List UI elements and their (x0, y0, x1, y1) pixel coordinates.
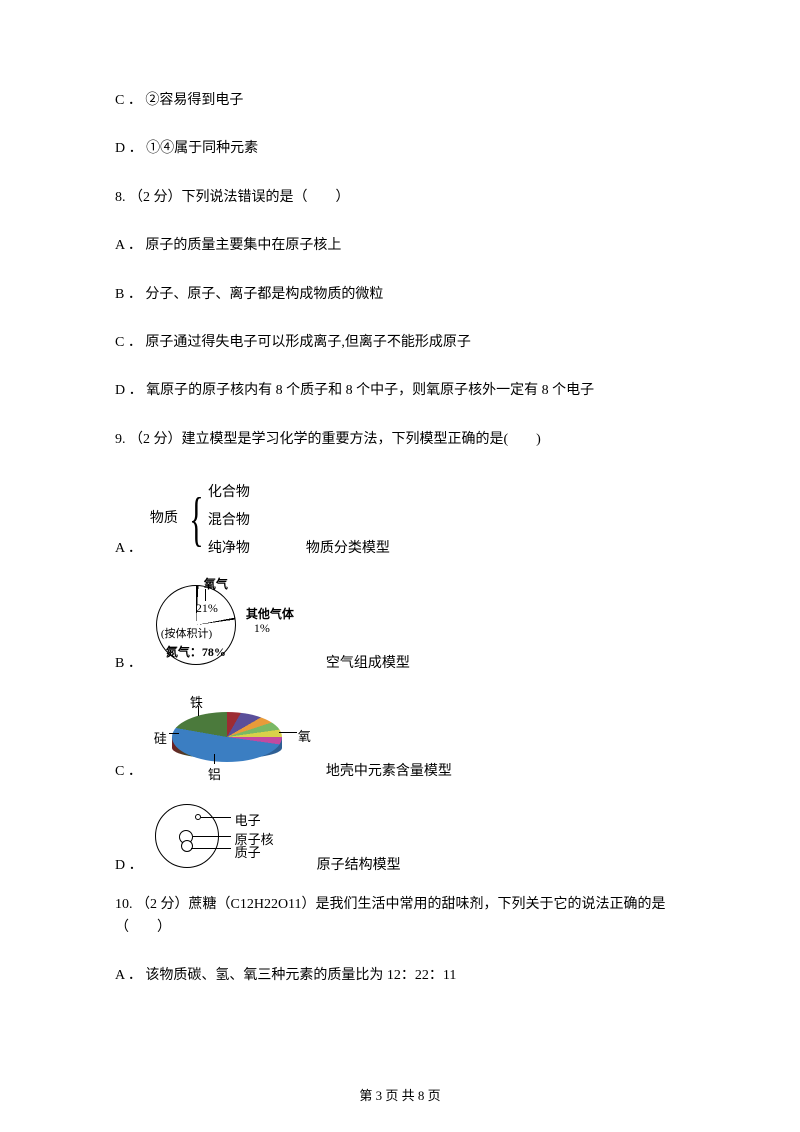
diagA-root: 物质 (150, 507, 178, 527)
q8-option-b: B ． 分子、原子、离子都是构成物质的微粒 (115, 284, 685, 306)
diagC-fe-label: 铁 (190, 692, 203, 711)
q9-d-caption: 原子结构模型 (317, 854, 401, 874)
leader-line (198, 706, 199, 716)
diagB-o2-pct: 21% (196, 601, 218, 616)
atom-structure-diagram: 电子 原子核 质子 (151, 800, 311, 874)
q9-c-caption: 地壳中元素含量模型 (326, 760, 452, 780)
diagB-o2-label: 氧气 (204, 575, 228, 592)
diagB-vol-label: (按体积计) (161, 625, 212, 641)
leader-line (193, 836, 231, 837)
q8-option-c: C ． 原子通过得失电子可以形成离子,但离子不能形成原子 (115, 332, 685, 354)
q9-stem: 9. （2 分）建立模型是学习化学的重要方法，下列模型正确的是( ) (115, 429, 685, 451)
q9-option-b-row: B ． 氧气 21% 其他气体 1% (按体积计) 氮气：78% 空气组成模型 (115, 577, 685, 672)
diagB-other-pct: 1% (254, 621, 270, 636)
q9-option-c-row: C ． 铁 硅 氧 铝 地壳中元素含量模型 (115, 692, 685, 780)
q9-b-caption: 空气组成模型 (326, 652, 410, 672)
diagD-electron-label: 电子 (235, 810, 261, 829)
q9-a-caption: 物质分类模型 (306, 537, 390, 557)
leader-line (214, 754, 215, 764)
leader-line (191, 848, 231, 849)
diagC-o-label: 氧 (298, 726, 311, 745)
q9-c-label: C ． (115, 760, 142, 780)
diagC-al-label: 铝 (208, 764, 221, 783)
q7-option-d: D ． ①④属于同种元素 (115, 138, 685, 160)
q9-b-label: B ． (115, 652, 142, 672)
diagD-proton-label: 质子 (235, 842, 261, 861)
page-footer: 第 3 页 共 8 页 (0, 1085, 800, 1104)
leader-line (201, 817, 231, 818)
q8-option-d: D ． 氧原子的原子核内有 8 个质子和 8 个中子，则氧原子核外一定有 8 个… (115, 380, 685, 402)
pie-disc-icon (172, 712, 282, 762)
leader-line (169, 733, 179, 734)
diagB-other-label: 其他气体 (246, 605, 294, 622)
q10-option-a: A ． 该物质碳、氢、氧三种元素的质量比为 12：22：11 (115, 965, 685, 987)
q9-d-label: D ． (115, 854, 143, 874)
q8-stem: 8. （2 分）下列说法错误的是（ ） (115, 187, 685, 209)
diagA-item-2: 混合物 (208, 509, 250, 529)
substance-classification-diagram: 物质 { 化合物 混合物 纯净物 (150, 477, 300, 557)
diagA-item-3: 纯净物 (208, 537, 250, 557)
q8-option-a: A ． 原子的质量主要集中在原子核上 (115, 235, 685, 257)
crust-element-diagram: 铁 硅 氧 铝 (150, 692, 320, 780)
diagB-n2-label: 氮气：78% (166, 643, 226, 660)
q9-option-d-row: D ． 电子 原子核 质子 原子结构模型 (115, 800, 685, 874)
diagA-item-1: 化合物 (208, 481, 250, 501)
leader-line (279, 732, 297, 733)
q9-option-a-row: A ． 物质 { 化合物 混合物 纯净物 物质分类模型 (115, 477, 685, 557)
brace-icon: { (189, 479, 203, 559)
q9-a-label: A ． (115, 537, 142, 557)
q10-stem: 10. （2 分）蔗糖（C12H22O11）是我们生活中常用的甜味剂，下列关于它… (115, 894, 685, 939)
q7-option-c: C ． ②容易得到电子 (115, 90, 685, 112)
leader-line (205, 589, 206, 601)
air-composition-diagram: 氧气 21% 其他气体 1% (按体积计) 氮气：78% (150, 577, 320, 672)
diagC-si-label: 硅 (154, 728, 167, 747)
